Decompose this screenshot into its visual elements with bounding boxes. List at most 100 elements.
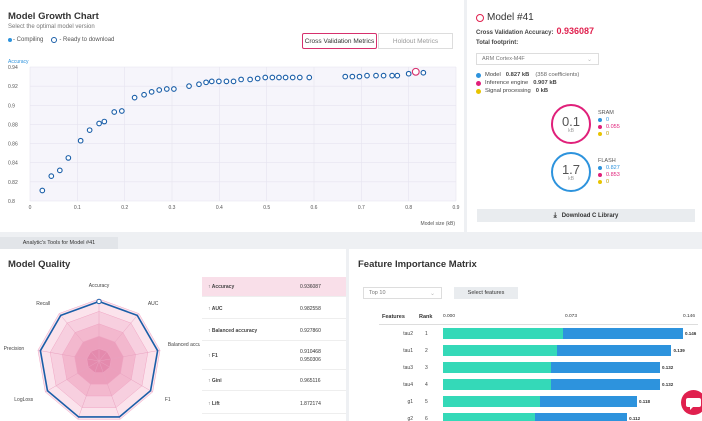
y-tick-label: 0.8	[8, 199, 15, 205]
flash-engine-dot	[598, 172, 602, 177]
feature-bar-train	[443, 413, 536, 421]
top-n-select[interactable]: Top 10 ⌄	[363, 287, 442, 299]
data-point	[86, 127, 93, 134]
growth-legend: - Compiling - Ready to download	[8, 37, 114, 43]
data-point	[230, 78, 237, 85]
footprint-engine-value: 0.907 kB	[533, 80, 557, 86]
radar-spoke	[77, 360, 100, 420]
metric-name: ↑ F1	[208, 352, 218, 359]
footprint-label: Total footprint:	[476, 40, 519, 46]
feature-bar-train	[443, 379, 552, 390]
footprint-row-engine: Inference engine 0.907 kB	[476, 79, 579, 87]
flash-legend: FLASH 0.827 0.853 0	[598, 158, 620, 185]
model-color-dot	[476, 72, 481, 78]
download-c-library-button[interactable]: ⤓ Download C Library	[477, 209, 695, 222]
metric-value: 0.965116	[300, 377, 321, 384]
data-point	[269, 74, 276, 81]
metric-row[interactable]: ↑ F1 0.910468 0.950306	[202, 342, 346, 370]
y-tick-label: 0.84	[8, 161, 18, 167]
feature-bar-train	[443, 345, 558, 356]
data-point	[141, 91, 147, 98]
metric-name: ↑ Accuracy	[208, 283, 235, 290]
metric-name: ↑ AUC	[208, 305, 223, 312]
feature-bar-importance	[551, 362, 660, 373]
metric-row[interactable]: ↑ AUC 0.982558	[202, 299, 346, 319]
data-point	[289, 74, 296, 81]
metric-name: ↑ Lift	[208, 400, 220, 407]
x-axis-label: Model size (kB)	[421, 221, 456, 227]
chevron-down-icon: ⌄	[586, 56, 592, 63]
radar-axis-label: F1	[165, 397, 171, 403]
model-quality-panel: Model Quality Accuracy AUC Balanced accura…	[0, 249, 346, 421]
tab-analytic-tools[interactable]: Analytic's Tools for Model #41	[0, 237, 118, 249]
plot-area	[30, 67, 456, 201]
legend-ready: - Ready to download	[59, 37, 115, 43]
y-tick-label: 0.94	[8, 65, 18, 71]
x-tick-label: 0.7	[358, 205, 365, 211]
metric-row[interactable]: ↑ Lift 1.872174	[202, 394, 346, 414]
metric-value: 1.872174	[300, 400, 321, 407]
tab-holdout[interactable]: Holdout Metrics	[378, 33, 453, 49]
sram-engine-dot	[598, 124, 602, 129]
target-select[interactable]: ARM Cortex-M4F ⌄	[476, 53, 599, 65]
data-point	[364, 72, 370, 79]
feature-value-label: 0.118	[638, 399, 650, 404]
data-point	[186, 83, 192, 89]
data-point	[356, 73, 363, 80]
feature-value-label: 0.132	[661, 382, 674, 387]
flash-value: 1.7	[561, 162, 581, 177]
feature-name: tau1	[403, 348, 413, 354]
flash-signal-dot	[598, 179, 602, 184]
feature-rank: 4	[425, 382, 428, 388]
sram-row-model: 0	[598, 116, 620, 123]
feature-value-label: 0.139	[673, 348, 685, 353]
growth-title: Model Growth Chart	[8, 11, 99, 22]
tab-cross-validation[interactable]: Cross Validation Metrics	[302, 33, 377, 49]
data-point	[56, 167, 63, 174]
radar-axis-label: Accuracy	[89, 283, 110, 289]
download-icon: ⤓	[553, 211, 557, 219]
chevron-down-icon: ⌄	[429, 290, 435, 297]
flash-engine-value: 0.853	[606, 171, 620, 178]
select-features-button[interactable]: Select features	[454, 287, 518, 299]
feature-bar-importance	[563, 328, 683, 339]
quality-title: Model Quality	[8, 259, 71, 270]
metric-row[interactable]: ↑ Balanced accuracy 0.927860	[202, 321, 346, 341]
sram-label: SRAM	[598, 110, 614, 116]
feature-bar-train	[443, 362, 552, 373]
radar-axis-label: AUC	[148, 301, 159, 307]
x-tick-label: 0.8	[405, 205, 412, 211]
feature-bar-importance	[557, 345, 672, 356]
footprint-model-label: Model	[485, 72, 501, 78]
sram-gauge: 0.1 kB	[551, 104, 591, 144]
radar-value-polygon	[39, 300, 159, 418]
flash-unit: kB	[568, 176, 574, 182]
metric-row[interactable]: ↑ Accuracy 0.936087	[202, 277, 346, 297]
data-point	[420, 69, 427, 76]
data-point	[148, 89, 155, 95]
sram-signal-value: 0	[606, 130, 610, 137]
radar-axis-label: Balanced accuracy	[168, 342, 200, 348]
model-title: Model #41	[487, 12, 534, 23]
target-select-value: ARM Cortex-M4F	[482, 56, 525, 62]
flash-model-value: 0.827	[606, 164, 620, 171]
data-point	[389, 72, 395, 79]
legend-compiling: - Compiling	[13, 37, 44, 43]
col-rank-header: Rank	[419, 314, 433, 320]
chat-button[interactable]	[681, 390, 702, 415]
accuracy-value: 0.936087	[556, 26, 595, 36]
sram-value: 0.1	[561, 114, 581, 129]
feature-title: Feature Importance Matrix	[358, 259, 477, 270]
ready-dot-icon	[51, 37, 58, 43]
metric-row[interactable]: ↑ Gini 0.965116	[202, 371, 346, 391]
footprint-model-value: 0.827 kB	[505, 72, 530, 78]
data-point	[77, 137, 84, 144]
feature-bar-train	[443, 396, 540, 407]
x-tick-label: 0	[29, 205, 32, 211]
flash-row-model: 0.827	[598, 164, 620, 171]
footprint-model-extra: (358 coefficients)	[535, 72, 580, 78]
sram-model-dot	[598, 117, 602, 122]
accuracy-row: Cross Validation Accuracy: 0.936087	[476, 26, 594, 36]
data-point	[48, 173, 55, 179]
